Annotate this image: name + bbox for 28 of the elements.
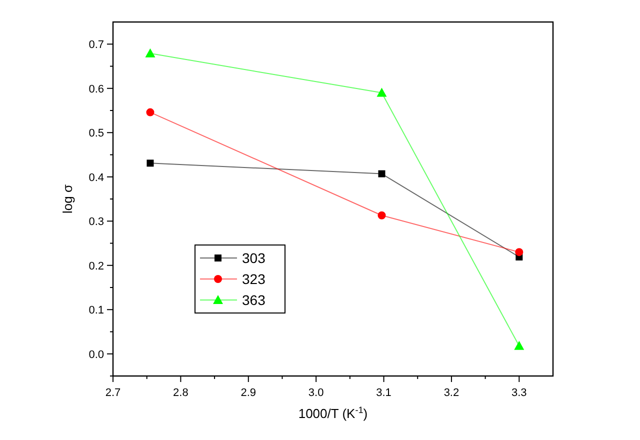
point [515,248,524,256]
y-tick-label: 0.2 [88,260,104,272]
y-tick-label: 0.0 [88,348,104,361]
legend-label: 303 [242,250,266,266]
y-tick-label: 0.7 [88,39,104,52]
x-tick-label: 3.3 [512,387,527,399]
legend-label: 363 [242,292,266,308]
x-tick-label: 2.8 [173,387,188,399]
x-tick-label: 2.7 [105,387,121,399]
x-tick-label: 2.9 [240,387,256,399]
point [378,211,386,220]
x-axis-title: 1000/T (K$^{-1}$) [298,405,368,421]
point [376,88,387,97]
point [146,108,154,116]
legend-label: 323 [242,271,266,287]
y-tick-label: 0.1 [88,304,104,317]
x-tick-label: 3.2 [444,387,460,399]
point [145,48,156,58]
x-tick-label: 3.1 [376,387,392,399]
point [146,160,154,167]
y-tick-label: 0.4 [88,172,104,184]
y-axis-title: log σ [60,184,75,214]
y-tick-label: 0.6 [88,83,104,96]
y-tick-label: 0.3 [88,216,104,228]
y-tick-label: 0.5 [88,128,104,140]
point [514,340,524,350]
point [378,170,386,178]
x-tick-label: 3.0 [308,387,324,399]
